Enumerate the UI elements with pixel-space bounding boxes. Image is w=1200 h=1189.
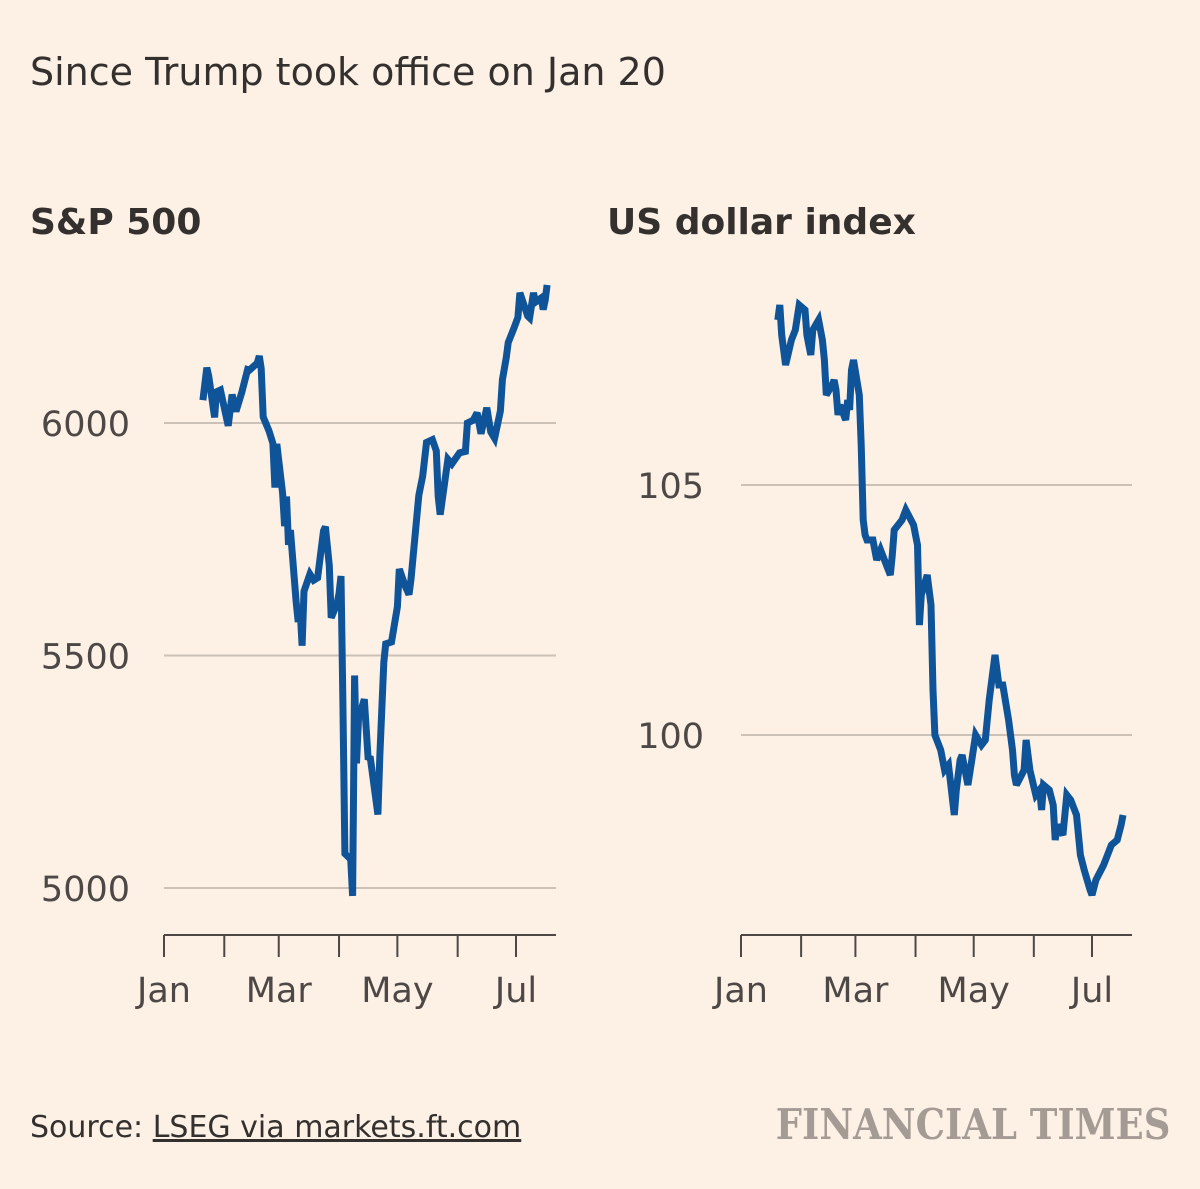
source-link[interactable]: LSEG via markets.ft.com [152, 1110, 522, 1145]
dollar-index-panel-title: US dollar index [607, 202, 916, 243]
dollar-index-x-tick-label: Jan [712, 971, 768, 1011]
sp500-x-tick-label: Jul [493, 971, 537, 1011]
source-label: Source: [30, 1110, 153, 1145]
source-note: Source: LSEG via markets.ft.com [30, 1110, 521, 1145]
sp500-y-tick-label: 6000 [41, 405, 130, 445]
dollar-index-series-line [774, 298, 1127, 897]
dollar-index-y-tick-label: 105 [637, 467, 704, 507]
financial-times-logo: FINANCIAL TIMES [775, 1100, 1170, 1149]
dollar-index-x-tick-label: Jul [1069, 971, 1113, 1011]
sp500-panel-title: S&P 500 [30, 202, 202, 243]
dollar-index-y-tick-label: 100 [637, 717, 704, 757]
sp500-x-tick-label: Jan [135, 971, 191, 1011]
sp500-series-line [199, 284, 551, 897]
chart-subtitle: Since Trump took office on Jan 20 [30, 50, 666, 94]
sp500-x-tick-label: Mar [246, 971, 313, 1011]
sp500-y-tick-label: 5500 [41, 638, 130, 678]
dollar-index-x-tick-label: Mar [822, 971, 889, 1011]
sp500-x-tick-label: May [361, 971, 433, 1011]
sp500-y-tick-label: 5000 [41, 870, 130, 910]
dollar-index-x-tick-label: May [938, 971, 1010, 1011]
